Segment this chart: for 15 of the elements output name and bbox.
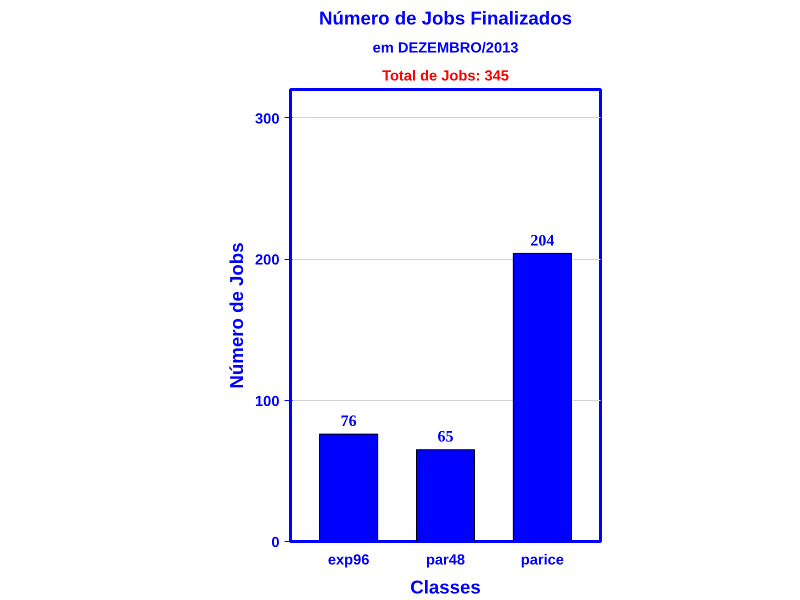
x-tick-label: par48 bbox=[426, 552, 466, 568]
x-tick-label: parice bbox=[520, 552, 564, 568]
chart-title: Número de Jobs Finalizados bbox=[319, 8, 572, 28]
data-label: 204 bbox=[530, 232, 554, 250]
chart-subtitle: em DEZEMBRO/2013 bbox=[372, 40, 518, 56]
data-label: 76 bbox=[340, 413, 357, 430]
text: Total de Jobs: 345 bbox=[382, 68, 509, 84]
y-tick-label: 200 bbox=[255, 252, 280, 268]
y-tick-label: 100 bbox=[255, 394, 280, 410]
data-label: 65 bbox=[438, 428, 454, 446]
y-tick-label: 300 bbox=[255, 111, 280, 128]
x-tick-label: exp96 bbox=[328, 552, 370, 568]
y-axis-title: Número de Jobs bbox=[226, 242, 248, 389]
y-tick-label: 0 bbox=[271, 535, 280, 551]
x-axis-title: Classes bbox=[410, 576, 481, 598]
